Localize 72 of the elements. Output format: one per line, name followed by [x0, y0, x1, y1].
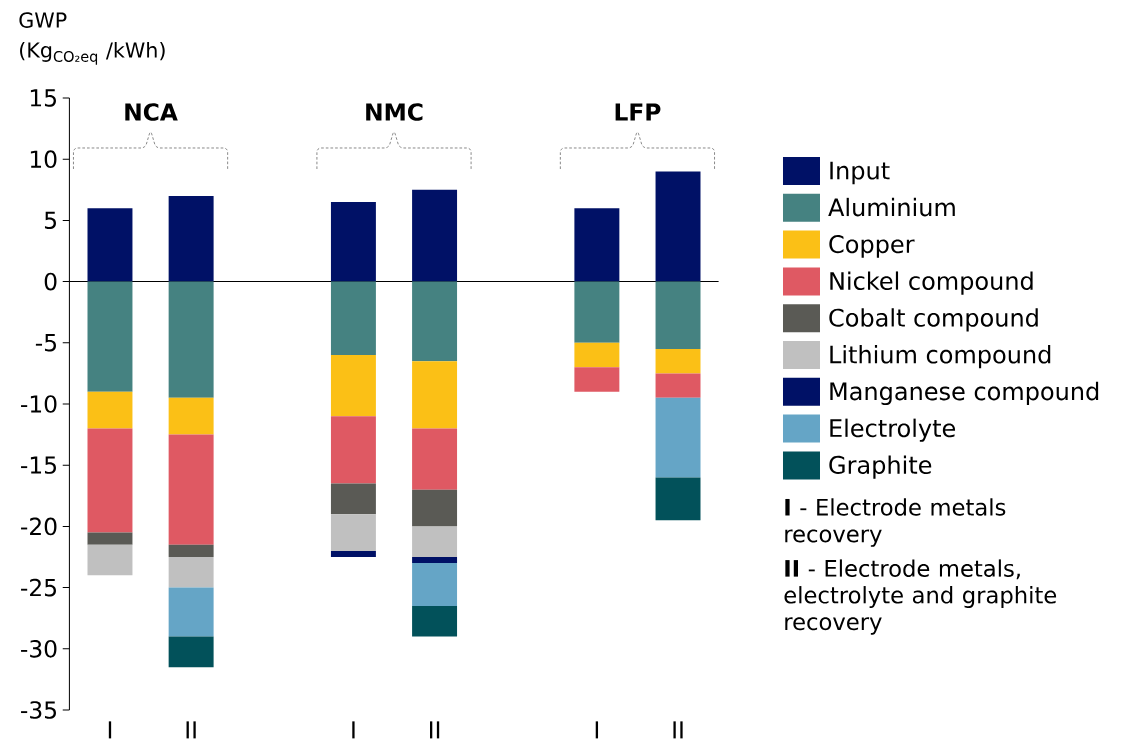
legend-label: Nickel compound	[830, 271, 1033, 295]
bar	[168, 587, 214, 637]
bar	[87, 281, 133, 392]
y-tick-label: -20	[21, 517, 57, 536]
bar	[655, 281, 701, 349]
bar	[574, 367, 620, 392]
annotation: NCA	[125, 103, 178, 121]
bar	[655, 397, 701, 478]
bar	[412, 281, 458, 362]
y-tick-label: -30	[21, 639, 57, 658]
bar	[330, 355, 376, 417]
y-axis-title: GWP (Kg$_{CO₂eq}$ /kWh)	[19, 12, 165, 65]
bar	[87, 208, 133, 282]
bar	[574, 208, 620, 282]
bar	[330, 550, 376, 557]
bar	[412, 605, 458, 637]
x-tick-label: II	[673, 721, 683, 739]
bar	[412, 526, 458, 557]
bar	[655, 171, 701, 282]
y-tick-label: -10	[21, 395, 57, 413]
annotation: LFP	[615, 103, 661, 121]
bar	[168, 397, 214, 435]
bar	[412, 361, 458, 429]
bar	[330, 514, 376, 551]
x-tick-label: I	[108, 721, 112, 739]
x-tick-label: II	[186, 721, 196, 739]
x-tick-label: I	[595, 721, 599, 739]
bar	[330, 281, 376, 356]
y-tick-label: 15	[30, 89, 56, 107]
bar	[168, 281, 214, 398]
legend-label: Input	[830, 161, 890, 185]
legend-label: Lithium compound	[830, 345, 1051, 369]
bar	[412, 489, 458, 527]
y-tick-label: 10	[30, 150, 57, 169]
legend-label: Manganese compound	[830, 381, 1099, 406]
y-tick-label: -5	[35, 334, 56, 352]
text: I - Electrode metals recovery	[785, 498, 1006, 547]
y-tick-label: -25	[21, 578, 56, 597]
bar	[412, 428, 458, 490]
bar	[655, 348, 701, 374]
legend-label: Copper	[829, 235, 915, 258]
y-tick-label: -15	[21, 456, 56, 474]
annotation: NMC	[366, 103, 423, 121]
bar	[655, 373, 701, 398]
bar	[574, 342, 620, 368]
text: II - Electrode metals, electrolyte and graphite recovery	[784, 559, 1057, 635]
bar	[87, 532, 133, 545]
bar	[655, 477, 701, 521]
bar	[412, 557, 458, 564]
bar	[168, 544, 214, 557]
bar	[168, 195, 214, 282]
bar	[87, 544, 133, 576]
legend-label: Cobalt compound	[829, 308, 1038, 332]
bar	[412, 189, 458, 282]
bar	[168, 434, 214, 545]
y-tick-label: -35	[21, 701, 56, 719]
x-tick-label: I	[352, 721, 355, 739]
bar	[87, 428, 133, 533]
bar	[330, 483, 376, 515]
bar	[87, 391, 133, 429]
bar	[330, 202, 376, 282]
legend-label: Graphite	[829, 455, 932, 479]
legend-label: Aluminium	[828, 197, 955, 217]
y-tick-label: 5	[44, 211, 56, 230]
bar	[168, 557, 214, 588]
bar	[574, 281, 620, 343]
bar	[330, 416, 376, 484]
x-tick-label: II	[429, 721, 440, 739]
bar	[168, 636, 214, 668]
y-tick-label: 0	[44, 272, 57, 291]
bar	[412, 563, 458, 606]
legend-label: Electrolyte	[830, 418, 956, 442]
